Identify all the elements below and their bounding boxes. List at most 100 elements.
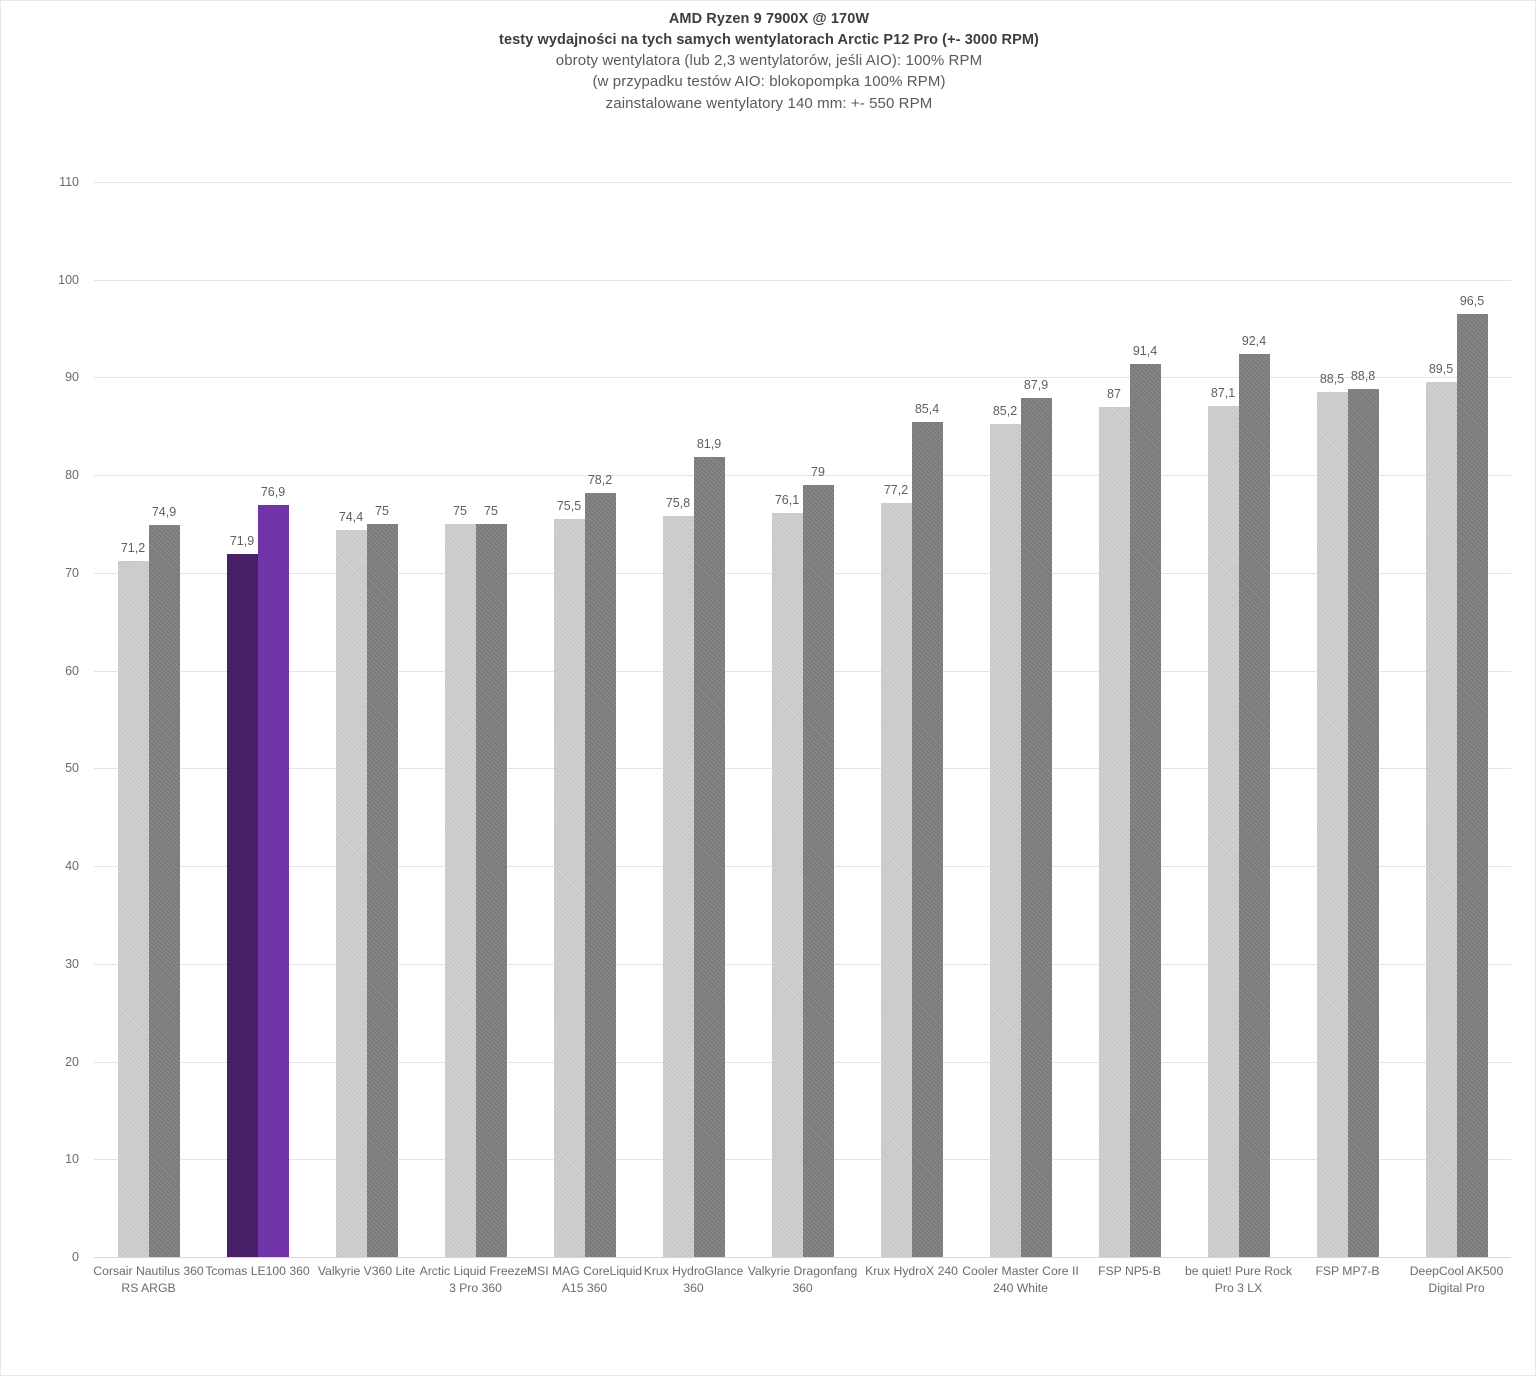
bar-value-label: 71,9 bbox=[229, 534, 255, 549]
bar-group bbox=[989, 182, 1052, 1257]
bar-series-1[interactable] bbox=[1316, 392, 1348, 1257]
bar-group bbox=[553, 182, 616, 1257]
bar-value-label: 74,4 bbox=[338, 509, 364, 524]
bar-group bbox=[444, 182, 507, 1257]
x-axis-category-label: Krux HydroGlance 360 bbox=[643, 1264, 744, 1296]
bar-group bbox=[880, 182, 943, 1257]
bar-series-2[interactable] bbox=[1456, 313, 1488, 1257]
x-axis-category-label: Corsair Nautilus 360 RS ARGB bbox=[93, 1264, 204, 1296]
gridline-110 bbox=[94, 182, 1511, 183]
bar-value-label: 75 bbox=[375, 504, 389, 519]
bar-series-2[interactable] bbox=[148, 525, 180, 1257]
bar-value-label: 78,2 bbox=[587, 472, 613, 487]
bar-group bbox=[1207, 182, 1270, 1257]
chart-subtitle-line-3: zainstalowane wentylatory 140 mm: +- 550… bbox=[605, 94, 933, 112]
gridline-80 bbox=[94, 475, 1511, 477]
bar-group bbox=[226, 182, 289, 1257]
bar-value-label: 75,8 bbox=[665, 496, 691, 511]
bar-series-2[interactable] bbox=[911, 422, 943, 1257]
bar-value-label: 88,8 bbox=[1350, 369, 1376, 384]
gridline-0 bbox=[94, 1257, 1511, 1258]
bar-group bbox=[1425, 182, 1488, 1257]
bar-series-1[interactable] bbox=[771, 513, 803, 1257]
bar-series-2[interactable] bbox=[1238, 354, 1270, 1257]
bar-group bbox=[117, 182, 180, 1257]
chart-subtitle-line-1: obroty wentylatora (lub 2,3 wentylatorów… bbox=[555, 52, 983, 70]
bar-value-label: 85,2 bbox=[992, 404, 1018, 419]
y-axis-tick-label: 80 bbox=[65, 468, 79, 483]
bar-series-1[interactable] bbox=[335, 529, 367, 1257]
bar-series-2[interactable] bbox=[475, 524, 507, 1257]
y-axis-tick-label: 10 bbox=[65, 1152, 79, 1167]
y-axis-tick-label: 50 bbox=[65, 761, 79, 776]
gridline-90 bbox=[94, 377, 1511, 379]
y-axis-tick-label: 30 bbox=[65, 956, 79, 971]
x-axis-category-label: DeepCool AK500 Digital Pro bbox=[1409, 1264, 1504, 1296]
y-axis-tick-label: 70 bbox=[65, 565, 79, 580]
chart-title-line-2: testy wydajności na tych samych wentylat… bbox=[499, 31, 1039, 48]
bar-series-2[interactable] bbox=[1347, 389, 1379, 1257]
bar-series-2[interactable] bbox=[584, 492, 616, 1257]
bar-series-1[interactable] bbox=[880, 502, 912, 1257]
bar-value-label: 92,4 bbox=[1241, 334, 1267, 348]
x-axis-category-label: FSP MP7-B bbox=[1315, 1264, 1380, 1278]
bar-series-1[interactable] bbox=[444, 524, 476, 1257]
bar-series-2[interactable] bbox=[802, 484, 834, 1257]
bar-value-label: 74,9 bbox=[151, 505, 177, 520]
bar-value-label: 75 bbox=[484, 504, 498, 519]
bar-group bbox=[662, 182, 725, 1257]
bar-group bbox=[1316, 182, 1379, 1257]
y-axis-tick-label: 0 bbox=[72, 1250, 79, 1264]
bar-value-label: 75,5 bbox=[556, 499, 582, 514]
gridline-100 bbox=[94, 279, 1511, 281]
bar-value-label: 76,9 bbox=[260, 485, 286, 500]
bar-value-label: 87,9 bbox=[1023, 377, 1049, 392]
bar-value-label: 77,2 bbox=[883, 482, 909, 497]
x-axis-category-label: be quiet! Pure Rock Pro 3 LX bbox=[1184, 1264, 1293, 1296]
bar-series-2[interactable] bbox=[366, 524, 398, 1257]
bar-value-label: 96,5 bbox=[1459, 293, 1485, 308]
bar-value-label: 75 bbox=[453, 504, 467, 519]
x-axis-category-label: Tcomas LE100 360 bbox=[205, 1264, 310, 1278]
bar-value-label: 91,4 bbox=[1132, 343, 1158, 358]
bar-series-1[interactable] bbox=[989, 424, 1021, 1257]
y-axis-tick-label: 40 bbox=[65, 859, 79, 874]
x-axis: Corsair Nautilus 360 RS ARGB Tcomas LE100… bbox=[93, 1263, 1511, 1319]
y-axis-tick-label: 110 bbox=[59, 175, 79, 189]
bar-series-2[interactable] bbox=[1020, 397, 1052, 1257]
bar-value-label: 87 bbox=[1107, 386, 1121, 401]
bar-value-label: 71,2 bbox=[120, 541, 146, 556]
x-axis-category-label: Cooler Master Core II 240 White bbox=[962, 1264, 1079, 1296]
bar-group bbox=[335, 182, 398, 1257]
x-axis-category-label: Valkyrie V360 Lite bbox=[317, 1264, 416, 1278]
bar-value-label: 89,5 bbox=[1428, 362, 1454, 377]
y-axis: 0 10 20 30 40 50 60 70 80 90 100 110 bbox=[1, 175, 87, 1264]
bar-group bbox=[1098, 182, 1161, 1257]
bar-series-1[interactable] bbox=[553, 519, 585, 1257]
bar-series-1[interactable] bbox=[1098, 406, 1130, 1257]
bar-series-1[interactable] bbox=[1425, 382, 1457, 1257]
bar-value-label: 79 bbox=[811, 464, 825, 479]
x-axis-category-label: Krux HydroX 240 bbox=[865, 1264, 958, 1278]
y-axis-tick-label: 90 bbox=[65, 370, 79, 385]
x-axis-category-label: FSP NP5-B bbox=[1098, 1264, 1161, 1278]
chart-subtitle-line-2: (w przypadku testów AIO: blokopompka 100… bbox=[592, 73, 946, 91]
bar-value-label: 81,9 bbox=[696, 436, 722, 451]
bar-series-2[interactable] bbox=[693, 456, 725, 1257]
bar-series-1[interactable] bbox=[1207, 405, 1239, 1257]
bar-value-label: 87,1 bbox=[1210, 385, 1236, 400]
bar-value-label: 85,4 bbox=[914, 402, 940, 417]
x-axis-category-label: MSI MAG CoreLiquid A15 360 bbox=[526, 1264, 643, 1296]
plot-area: 71,2 74,9 71,9 76,9 74,4 75 75 75 75,5 78,2 75,8 81… bbox=[94, 182, 1511, 1258]
bar-series-1[interactable] bbox=[226, 554, 258, 1257]
bar-series-2[interactable] bbox=[1129, 363, 1161, 1257]
chart-title-line-1: AMD Ryzen 9 7900X @ 170W bbox=[668, 11, 870, 27]
x-axis-category-label: Arctic Liquid Freezer 3 Pro 360 bbox=[419, 1264, 532, 1296]
bar-series-1[interactable] bbox=[117, 561, 149, 1257]
x-axis-category-label: Valkyrie Dragonfang 360 bbox=[747, 1264, 858, 1296]
y-axis-tick-label: 20 bbox=[65, 1054, 79, 1069]
bar-value-label: 88,5 bbox=[1319, 372, 1345, 387]
bar-series-1[interactable] bbox=[662, 516, 694, 1257]
bar-series-2[interactable] bbox=[257, 505, 289, 1257]
